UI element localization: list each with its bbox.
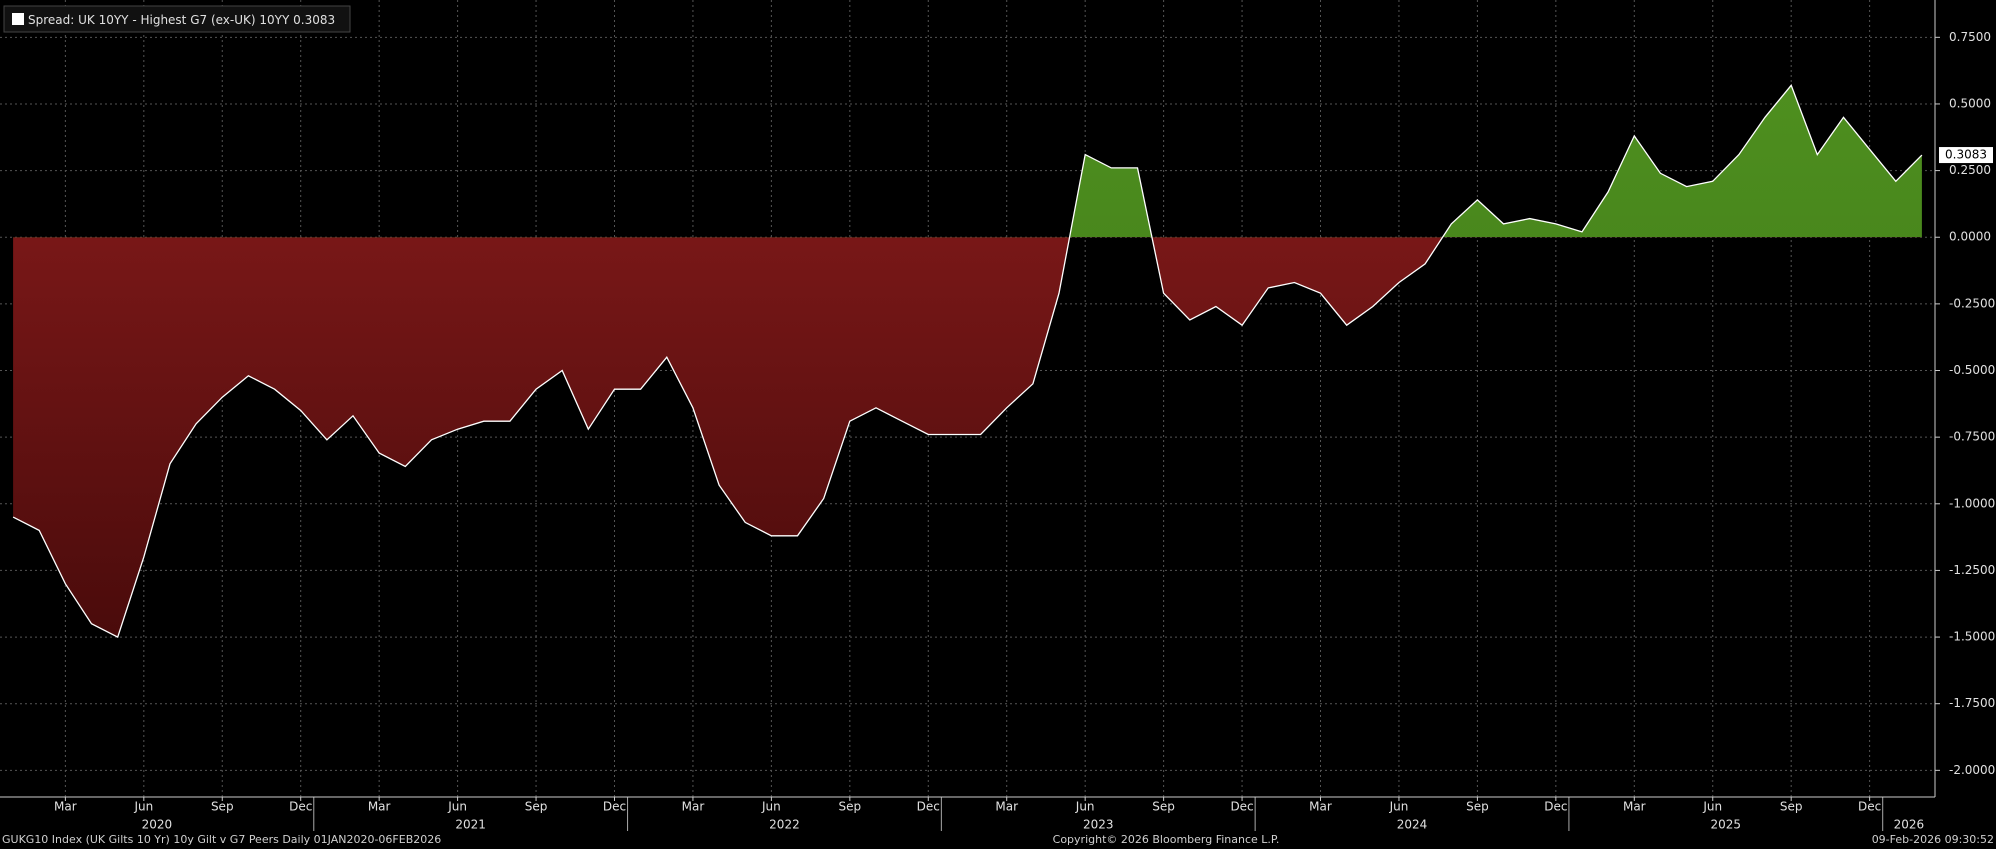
x-tick-label: Dec — [1858, 800, 1881, 814]
x-year-label: 2024 — [1397, 818, 1428, 832]
x-tick-label: Sep — [1780, 800, 1803, 814]
y-tick-label: 0.0000 — [1949, 230, 1991, 244]
legend: Spread: UK 10YY - Highest G7 (ex-UK) 10Y… — [3, 5, 351, 33]
x-tick-label: Mar — [1623, 800, 1646, 814]
legend-series-name: Spread: UK 10YY - Highest G7 (ex-UK) 10Y… — [28, 13, 290, 27]
y-tick-label: -0.7500 — [1949, 430, 1995, 444]
last-value-tag — [1939, 147, 1993, 164]
x-tick-label: Sep — [839, 800, 862, 814]
last-value-label: 0.3083 — [1945, 148, 1987, 162]
x-tick-label: Mar — [54, 800, 77, 814]
y-tick-label: 0.5000 — [1949, 96, 1991, 110]
x-year-label: 2025 — [1711, 818, 1742, 832]
x-tick-label: Mar — [995, 800, 1018, 814]
x-tick-label: Jun — [1702, 800, 1722, 814]
x-tick-label: Jun — [1075, 800, 1095, 814]
legend-last-value: 0.3083 — [293, 13, 335, 27]
x-tick-label: Dec — [289, 800, 312, 814]
timestamp: 09-Feb-2026 09:30:52 — [1872, 833, 1994, 846]
copyright: Copyright© 2026 Bloomberg Finance L.P. — [1053, 833, 1280, 846]
y-tick-label: -1.5000 — [1949, 630, 1995, 644]
area-positive — [13, 85, 1922, 238]
x-tick-label: Dec — [917, 800, 940, 814]
x-tick-label: Sep — [1152, 800, 1175, 814]
y-tick-label: -1.2500 — [1949, 563, 1995, 577]
y-tick-label: 0.2500 — [1949, 163, 1991, 177]
x-year-label: 2020 — [142, 818, 173, 832]
x-tick-label: Jun — [447, 800, 467, 814]
axes: 0.7500 0.5000 0.2500 0.0000 -0.2500 -0.5000 -0… — [0, 0, 1995, 832]
source-note: GUKG10 Index (UK Gilts 10 Yr) 10y Gilt v… — [2, 833, 441, 846]
area-negative — [13, 237, 1443, 638]
x-tick-label: Jun — [1389, 800, 1409, 814]
y-tick-label: -1.7500 — [1949, 696, 1995, 710]
x-year-label: 2022 — [769, 818, 800, 832]
x-tick-label: Mar — [682, 800, 705, 814]
plot — [12, 84, 1923, 639]
x-year-label: 2023 — [1083, 818, 1114, 832]
y-tick-label: -1.0000 — [1949, 496, 1995, 510]
x-tick-label: Sep — [211, 800, 234, 814]
x-tick-label: Jun — [761, 800, 781, 814]
x-tick-label: Mar — [1309, 800, 1332, 814]
y-tick-label: -2.0000 — [1949, 763, 1995, 777]
y-tick-label: -0.2500 — [1949, 296, 1995, 310]
legend-swatch — [12, 13, 24, 25]
y-tick-label: -0.5000 — [1949, 363, 1995, 377]
y-tick-label: 0.7500 — [1949, 30, 1991, 44]
x-tick-label: Dec — [1230, 800, 1253, 814]
x-tick-label: Dec — [603, 800, 626, 814]
x-year-label: 2021 — [455, 818, 486, 832]
x-tick-label: Jun — [133, 800, 153, 814]
x-tick-label: Sep — [1466, 800, 1489, 814]
legend-box — [3, 5, 351, 33]
line — [12, 84, 1923, 639]
x-tick-label: Sep — [525, 800, 548, 814]
x-tick-label: Dec — [1544, 800, 1567, 814]
legend-label: Spread: UK 10YY - Highest G7 (ex-UK) 10Y… — [28, 13, 335, 27]
x-tick-label: Mar — [368, 800, 391, 814]
x-year-label: 2026 — [1894, 818, 1925, 832]
